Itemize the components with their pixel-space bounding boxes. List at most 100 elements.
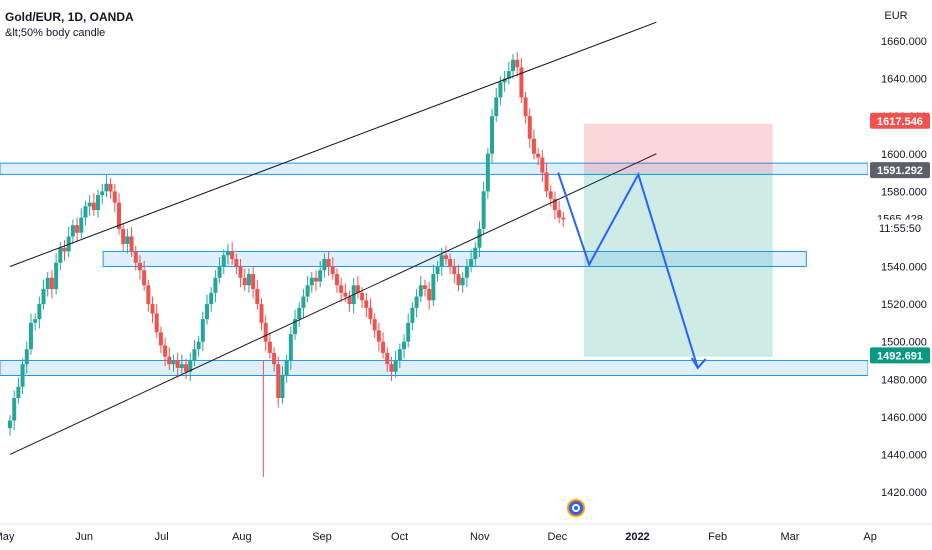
y-tick-label: 1480.000 [881,374,927,386]
candle-body [561,217,566,220]
candle-body [494,97,499,117]
candle-body [393,360,398,372]
candle-body [381,341,386,353]
candle-body [91,202,96,211]
candle-body [511,59,516,72]
candle-body [360,292,365,301]
price-badge [870,162,930,179]
y-tick-label: 1420.000 [881,487,927,499]
candle-body [205,304,210,320]
candle-body [125,236,130,244]
candle-body [427,289,432,301]
candle-body [305,285,310,297]
candle-body [45,277,50,290]
candle-body [544,172,549,192]
candle-body [116,202,121,229]
channel-upper-line [9,21,657,267]
price-axis-bg[interactable] [868,0,932,524]
candle-body [49,277,54,290]
projection-path [557,171,699,369]
candle-body [469,258,474,267]
candle-body [163,345,168,357]
candle-body [263,322,268,342]
candle-body [255,289,260,305]
candle-body [406,322,411,342]
price-badge-label: 1591.292 [877,165,923,177]
candle-body [87,202,92,207]
candle-body [230,251,235,259]
candle-body [355,285,360,293]
candle-body [385,352,390,365]
candle-body [498,82,503,98]
candle-body [33,319,38,323]
candle-body [238,266,243,278]
x-tick-label: Mar [781,531,800,543]
candle-body [175,360,180,368]
candle-body [75,225,80,233]
candle-body [192,349,197,361]
price-badge-label: 1492.691 [877,350,923,362]
candle-body [343,292,348,297]
candle-body [322,258,327,271]
y-axis[interactable]: 1420.000 1440.000 1460.000 1480.000 1500.000… [881,36,927,499]
candles-layer [8,52,566,477]
candle-body [146,285,151,305]
x-axis[interactable]: May Jun Jul Aug Sep Oct Nov Dec 2022 Feb Mar Ap [0,531,877,543]
candle-body [242,277,247,286]
candle-body [523,97,528,117]
candle-body [24,349,29,365]
candle-body [527,116,532,139]
y-tick-label: 1460.000 [881,412,927,424]
candle-body [297,307,302,320]
candle-body [410,307,415,323]
x-tick-label: Sep [312,531,332,543]
candle-body [100,191,105,196]
candle-body [96,195,101,211]
candle-body [309,277,314,286]
candle-body [167,356,172,365]
candle-body [41,289,46,305]
candle-body [318,270,323,282]
candle-body [112,191,117,203]
candle-body [104,183,109,192]
channel-lower-line [9,153,657,455]
candle-body [443,255,448,259]
candle-body [293,319,298,335]
time-axis-bg[interactable] [0,524,932,550]
candle-body [259,304,264,323]
tradingview-logo[interactable] [567,499,585,517]
candle-body [389,364,394,372]
x-tick-label: 2022 [625,531,649,543]
y-tick-label: 1640.000 [881,74,927,86]
candle-body [246,274,251,286]
candle-body [506,71,511,79]
price-badge [870,347,930,364]
candle-body [79,217,84,233]
candle-body [129,236,134,252]
candle-body [531,138,536,154]
candle-body [431,274,436,301]
candle-body [16,386,21,399]
candle-body [347,296,352,305]
candle-body [490,116,495,154]
stop-loss-box [583,123,773,173]
projection-layer [557,123,773,370]
candle-body [267,341,272,353]
y-tick-label: 1660.000 [881,36,927,48]
candle-body [418,285,423,297]
x-tick-label: Aug [232,531,252,543]
y-tick-label: 1520.000 [881,299,927,311]
candle-body [284,360,289,376]
candle-body [464,266,469,278]
take-profit-box [583,172,773,357]
candle-body [330,266,335,275]
candle-body [452,266,457,275]
candle-body [150,304,155,314]
candle-body [557,210,562,218]
price-badge [870,112,930,129]
candle-body [339,285,344,293]
x-tick-label: Nov [470,531,490,543]
candle-body [439,255,444,267]
